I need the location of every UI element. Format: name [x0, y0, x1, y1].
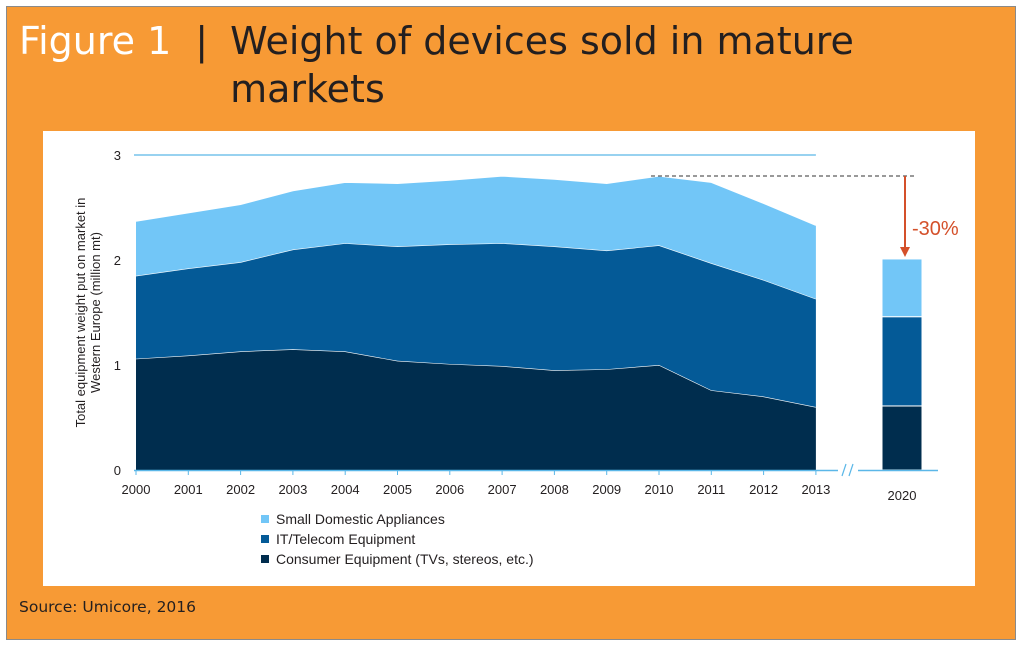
forecast-bar-segment-1 — [881, 316, 923, 407]
y-axis-title: Total equipment weight put on market inW… — [73, 198, 103, 428]
x-tick-label: 2012 — [749, 482, 778, 497]
forecast-bar-segment-2 — [881, 258, 923, 318]
y-axis-title-line: Western Europe (million mt) — [88, 232, 103, 393]
x-tick-label: 2002 — [226, 482, 255, 497]
reduction-arrow-head — [900, 246, 910, 257]
legend: Small Domestic Appliances IT/Telecom Equi… — [261, 511, 534, 567]
x-tick-label: 2010 — [645, 482, 674, 497]
x-tick-label: 2011 — [697, 482, 725, 497]
reduction-annotation: -30% — [651, 175, 959, 257]
legend-swatch — [261, 555, 269, 563]
figure-title: Weight of devices sold in mature markets — [230, 19, 854, 111]
figure-header: Figure 1 | Weight of devices sold in mat… — [19, 17, 1005, 113]
area-series-0 — [136, 349, 816, 470]
reduction-label: -30% — [912, 218, 959, 240]
x-tick-label: 2009 — [592, 482, 621, 497]
stacked-area-chart: 0 1 2 3 Total equipment weight put on market… — [73, 148, 959, 567]
y-tick-label: 3 — [114, 148, 121, 163]
figure-label: Figure 1 — [19, 19, 172, 63]
legend-label: Small Domestic Appliances — [276, 511, 445, 527]
y-tick-label: 2 — [114, 253, 121, 268]
x-tick-label: 2003 — [278, 482, 307, 497]
source-note: Source: Umicore, 2016 — [19, 598, 197, 616]
x-tick-label: 2001 — [174, 482, 203, 497]
x-tick-label: 2007 — [488, 482, 517, 497]
legend-swatch — [261, 515, 269, 523]
x-tick-label: 2005 — [383, 482, 412, 497]
x-tick-label: 2000 — [122, 482, 151, 497]
chart-panel: 0 1 2 3 Total equipment weight put on market… — [43, 131, 975, 586]
x-tick-label: 2004 — [331, 482, 360, 497]
legend-label: Consumer Equipment (TVs, stereos, etc.) — [276, 551, 534, 567]
area-series-1 — [136, 243, 816, 407]
figure-frame: Figure 1 | Weight of devices sold in mat… — [6, 6, 1016, 640]
area-series-2 — [136, 176, 816, 299]
area-layers — [135, 175, 817, 470]
y-axis-title-line: Total equipment weight put on market in — [73, 198, 88, 428]
axis-break-mark — [841, 463, 847, 477]
y-tick-label: 1 — [114, 358, 121, 373]
y-tick-label: 0 — [114, 463, 121, 478]
x-tick-label: 2006 — [435, 482, 464, 497]
x-tick-label: 2013 — [801, 482, 830, 497]
legend-label: IT/Telecom Equipment — [276, 531, 415, 547]
x-tick-label-forecast: 2020 — [888, 488, 917, 503]
area-boundary-2 — [135, 175, 817, 226]
axis-break-mark — [848, 463, 854, 477]
legend-swatch — [261, 535, 269, 543]
forecast-bar-segment-0 — [881, 405, 923, 471]
figure-separator: | — [195, 19, 209, 63]
x-tick-label: 2008 — [540, 482, 569, 497]
forecast-bar — [881, 258, 923, 471]
axes: 0 1 2 3 Total equipment weight put on market… — [73, 148, 938, 503]
